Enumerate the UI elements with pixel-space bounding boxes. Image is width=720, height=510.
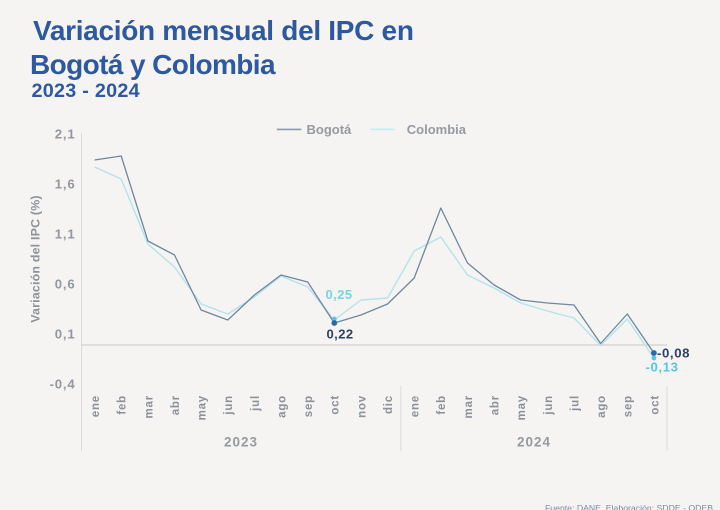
svg-text:jun: jun	[223, 395, 235, 416]
svg-text:abr: abr	[170, 395, 182, 415]
svg-text:Colombia: Colombia	[407, 122, 467, 137]
svg-text:ene: ene	[410, 395, 422, 417]
svg-text:0,6: 0,6	[55, 277, 76, 292]
svg-text:0,25: 0,25	[326, 287, 353, 302]
svg-text:mar: mar	[463, 395, 475, 419]
svg-text:Bogotá: Bogotá	[307, 122, 353, 137]
svg-text:feb: feb	[436, 395, 448, 415]
svg-text:ene: ene	[90, 395, 102, 417]
svg-text:-0,08: -0,08	[657, 346, 690, 361]
svg-text:1,1: 1,1	[55, 227, 76, 242]
svg-text:dic: dic	[383, 395, 395, 414]
svg-text:-0,13: -0,13	[646, 360, 679, 375]
svg-text:may: may	[516, 395, 528, 420]
svg-text:jul: jul	[250, 395, 262, 412]
svg-text:2024: 2024	[517, 434, 551, 449]
svg-text:Fuente: DANE. Elaboración: SDD: Fuente: DANE. Elaboración: SDDE - ODEB	[545, 503, 713, 510]
svg-text:jun: jun	[543, 395, 555, 416]
svg-text:sep: sep	[623, 395, 635, 417]
svg-text:Variación del IPC (%): Variación del IPC (%)	[29, 195, 43, 322]
svg-text:2,1: 2,1	[55, 127, 76, 142]
svg-text:jul: jul	[569, 395, 581, 412]
svg-text:sep: sep	[303, 395, 315, 417]
svg-text:may: may	[197, 395, 209, 420]
svg-text:oct: oct	[330, 395, 342, 415]
svg-text:ago: ago	[596, 395, 608, 418]
svg-text:-0,4: -0,4	[50, 377, 76, 392]
svg-text:1,6: 1,6	[55, 177, 76, 192]
svg-text:0,22: 0,22	[327, 326, 354, 341]
svg-text:0,1: 0,1	[55, 327, 76, 342]
svg-text:ago: ago	[276, 395, 288, 418]
svg-text:mar: mar	[143, 395, 155, 419]
svg-text:2023: 2023	[224, 434, 258, 449]
svg-text:nov: nov	[356, 395, 368, 418]
svg-text:abr: abr	[490, 395, 502, 415]
svg-text:feb: feb	[117, 395, 129, 415]
svg-text:oct: oct	[649, 395, 661, 415]
